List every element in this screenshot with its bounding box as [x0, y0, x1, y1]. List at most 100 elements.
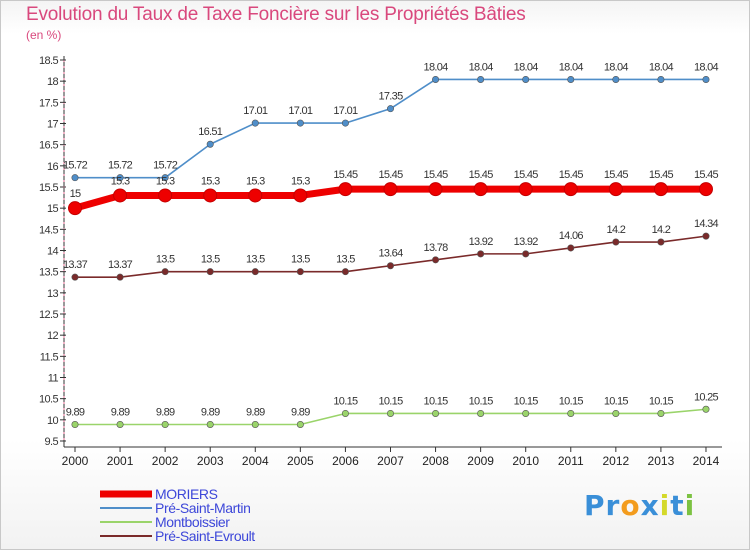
data-point: [116, 273, 124, 281]
data-label: 15.45: [424, 169, 449, 181]
data-label: 15.72: [63, 160, 88, 172]
data-label: 14.2: [652, 224, 671, 236]
data-point: [432, 256, 440, 264]
data-point: [428, 182, 443, 197]
data-point: [386, 262, 394, 270]
data-point: [203, 188, 218, 203]
logo-letter: r: [605, 489, 621, 522]
data-point: [612, 409, 620, 417]
data-point: [251, 119, 259, 127]
data-label: 18.04: [424, 61, 449, 73]
data-label: 15.3: [201, 175, 220, 187]
y-tick-label: 12.5: [39, 309, 58, 321]
data-point: [116, 420, 124, 428]
data-point: [161, 174, 169, 182]
data-point: [248, 188, 263, 203]
proxiti-logo: Proxiti: [584, 489, 695, 522]
data-point: [612, 238, 620, 246]
logo-letter: i: [659, 489, 671, 522]
data-label: 15.72: [153, 160, 178, 172]
data-label: 9.89: [66, 406, 85, 418]
data-point: [473, 182, 488, 197]
data-point: [698, 182, 713, 197]
data-label: 15.45: [604, 169, 629, 181]
x-tick-label: 2007: [377, 454, 404, 468]
data-point: [251, 420, 259, 428]
logo-letter: P: [584, 489, 606, 522]
data-label: 10.15: [378, 395, 403, 407]
data-point: [608, 182, 623, 197]
data-point: [702, 232, 710, 240]
data-label: 10.15: [559, 395, 584, 407]
logo-letter: t: [670, 489, 685, 522]
data-label: 18.04: [649, 61, 674, 73]
data-label: 15.45: [694, 169, 719, 181]
data-label: 18.04: [559, 61, 584, 73]
series-moriers: 15 15.3 15.3 15.3 15.3 15.3 15.45 15.45 15.45 15.…: [68, 169, 719, 216]
data-point: [567, 409, 575, 417]
logo-letter: i: [684, 489, 696, 522]
axes: 9.5 10 10.5 11 11.5 12 12.5 13 13.5 14 14.5 15 15.5 1…: [39, 55, 722, 468]
data-label: 13.5: [246, 254, 265, 266]
legend-label: Pré-Saint-Evroult: [155, 528, 255, 544]
x-tick-label: 2003: [197, 454, 224, 468]
x-tick-label: 2013: [648, 454, 675, 468]
data-point: [518, 182, 533, 197]
data-point: [567, 244, 575, 252]
data-label: 15.72: [108, 160, 133, 172]
legend-label: MORIERS: [155, 486, 218, 502]
data-point: [71, 273, 79, 281]
series-montboissier: 9.89 9.89 9.89 9.89 9.89 9.89 10.15 10.15 10.15 1…: [66, 391, 719, 428]
y-tick-label: 15: [47, 203, 59, 215]
data-point: [293, 188, 308, 203]
x-tick-label: 2002: [152, 454, 179, 468]
x-tick-label: 2004: [242, 454, 269, 468]
data-point: [161, 268, 169, 276]
x-tick-label: 2011: [558, 454, 584, 468]
data-point: [251, 268, 259, 276]
data-point: [296, 268, 304, 276]
data-label: 10.15: [333, 395, 358, 407]
logo-letter: x: [640, 489, 660, 522]
data-label: 14.06: [559, 230, 584, 242]
data-point: [653, 182, 668, 197]
data-label: 10.15: [514, 395, 539, 407]
data-point: [386, 409, 394, 417]
data-point: [477, 75, 485, 83]
data-label: 9.89: [156, 406, 175, 418]
data-label: 13.64: [378, 248, 403, 260]
data-label: 15.3: [246, 175, 265, 187]
y-tick-label: 17: [47, 119, 59, 131]
data-label: 13.37: [108, 259, 133, 271]
data-point: [702, 405, 710, 413]
data-label: 17.01: [333, 105, 358, 117]
data-point: [657, 75, 665, 83]
data-point: [563, 182, 578, 197]
data-label: 18.04: [604, 61, 629, 73]
data-point: [522, 250, 530, 258]
data-label: 17.01: [288, 105, 313, 117]
data-label: 10.15: [469, 395, 494, 407]
data-label: 10.15: [649, 395, 674, 407]
data-label: 18.04: [694, 61, 719, 73]
series-layer: 15.72 15.72 15.72 16.51 17.01 17.01 17.01 17.35…: [63, 61, 719, 428]
y-tick-label: 10.5: [39, 394, 58, 406]
x-tick-label: 2000: [62, 454, 89, 468]
data-point: [158, 188, 173, 203]
data-label: 13.92: [469, 236, 494, 248]
x-tick-label: 2012: [602, 454, 629, 468]
data-point: [296, 119, 304, 127]
data-point: [71, 420, 79, 428]
data-label: 13.5: [156, 254, 175, 266]
data-point: [161, 420, 169, 428]
y-tick-label: 16: [47, 161, 59, 173]
y-tick-label: 14.5: [39, 224, 58, 236]
y-tick-label: 14: [47, 246, 59, 258]
data-point: [657, 409, 665, 417]
data-point: [341, 268, 349, 276]
x-tick-label: 2005: [287, 454, 314, 468]
y-tick-label: 13.5: [39, 267, 58, 279]
data-label: 15.3: [111, 175, 130, 187]
data-label: 14.2: [607, 224, 626, 236]
